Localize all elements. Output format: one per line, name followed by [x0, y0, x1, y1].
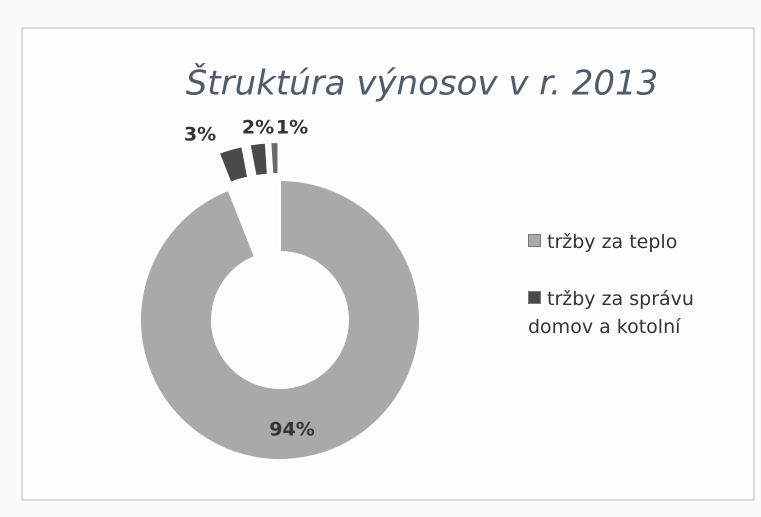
- donut-slice: [139, 178, 421, 461]
- legend-item: tržby za teplo: [528, 228, 718, 256]
- donut-slice: [217, 145, 250, 185]
- legend-swatch: [528, 291, 541, 304]
- chart-title: Štruktúra výnosov v r. 2013: [186, 63, 659, 104]
- data-label: 2%: [242, 117, 274, 139]
- legend-label: tržby za správu domov a kotolní: [528, 288, 694, 338]
- legend-item: tržby za správu domov a kotolní: [528, 285, 718, 341]
- data-label: 1%: [276, 117, 308, 139]
- donut-slice: [269, 141, 280, 176]
- data-label: 3%: [184, 124, 216, 146]
- legend-swatch: [528, 234, 541, 247]
- donut-slice: [248, 141, 269, 178]
- data-label: 94%: [269, 419, 314, 441]
- legend-label: tržby za teplo: [547, 231, 678, 253]
